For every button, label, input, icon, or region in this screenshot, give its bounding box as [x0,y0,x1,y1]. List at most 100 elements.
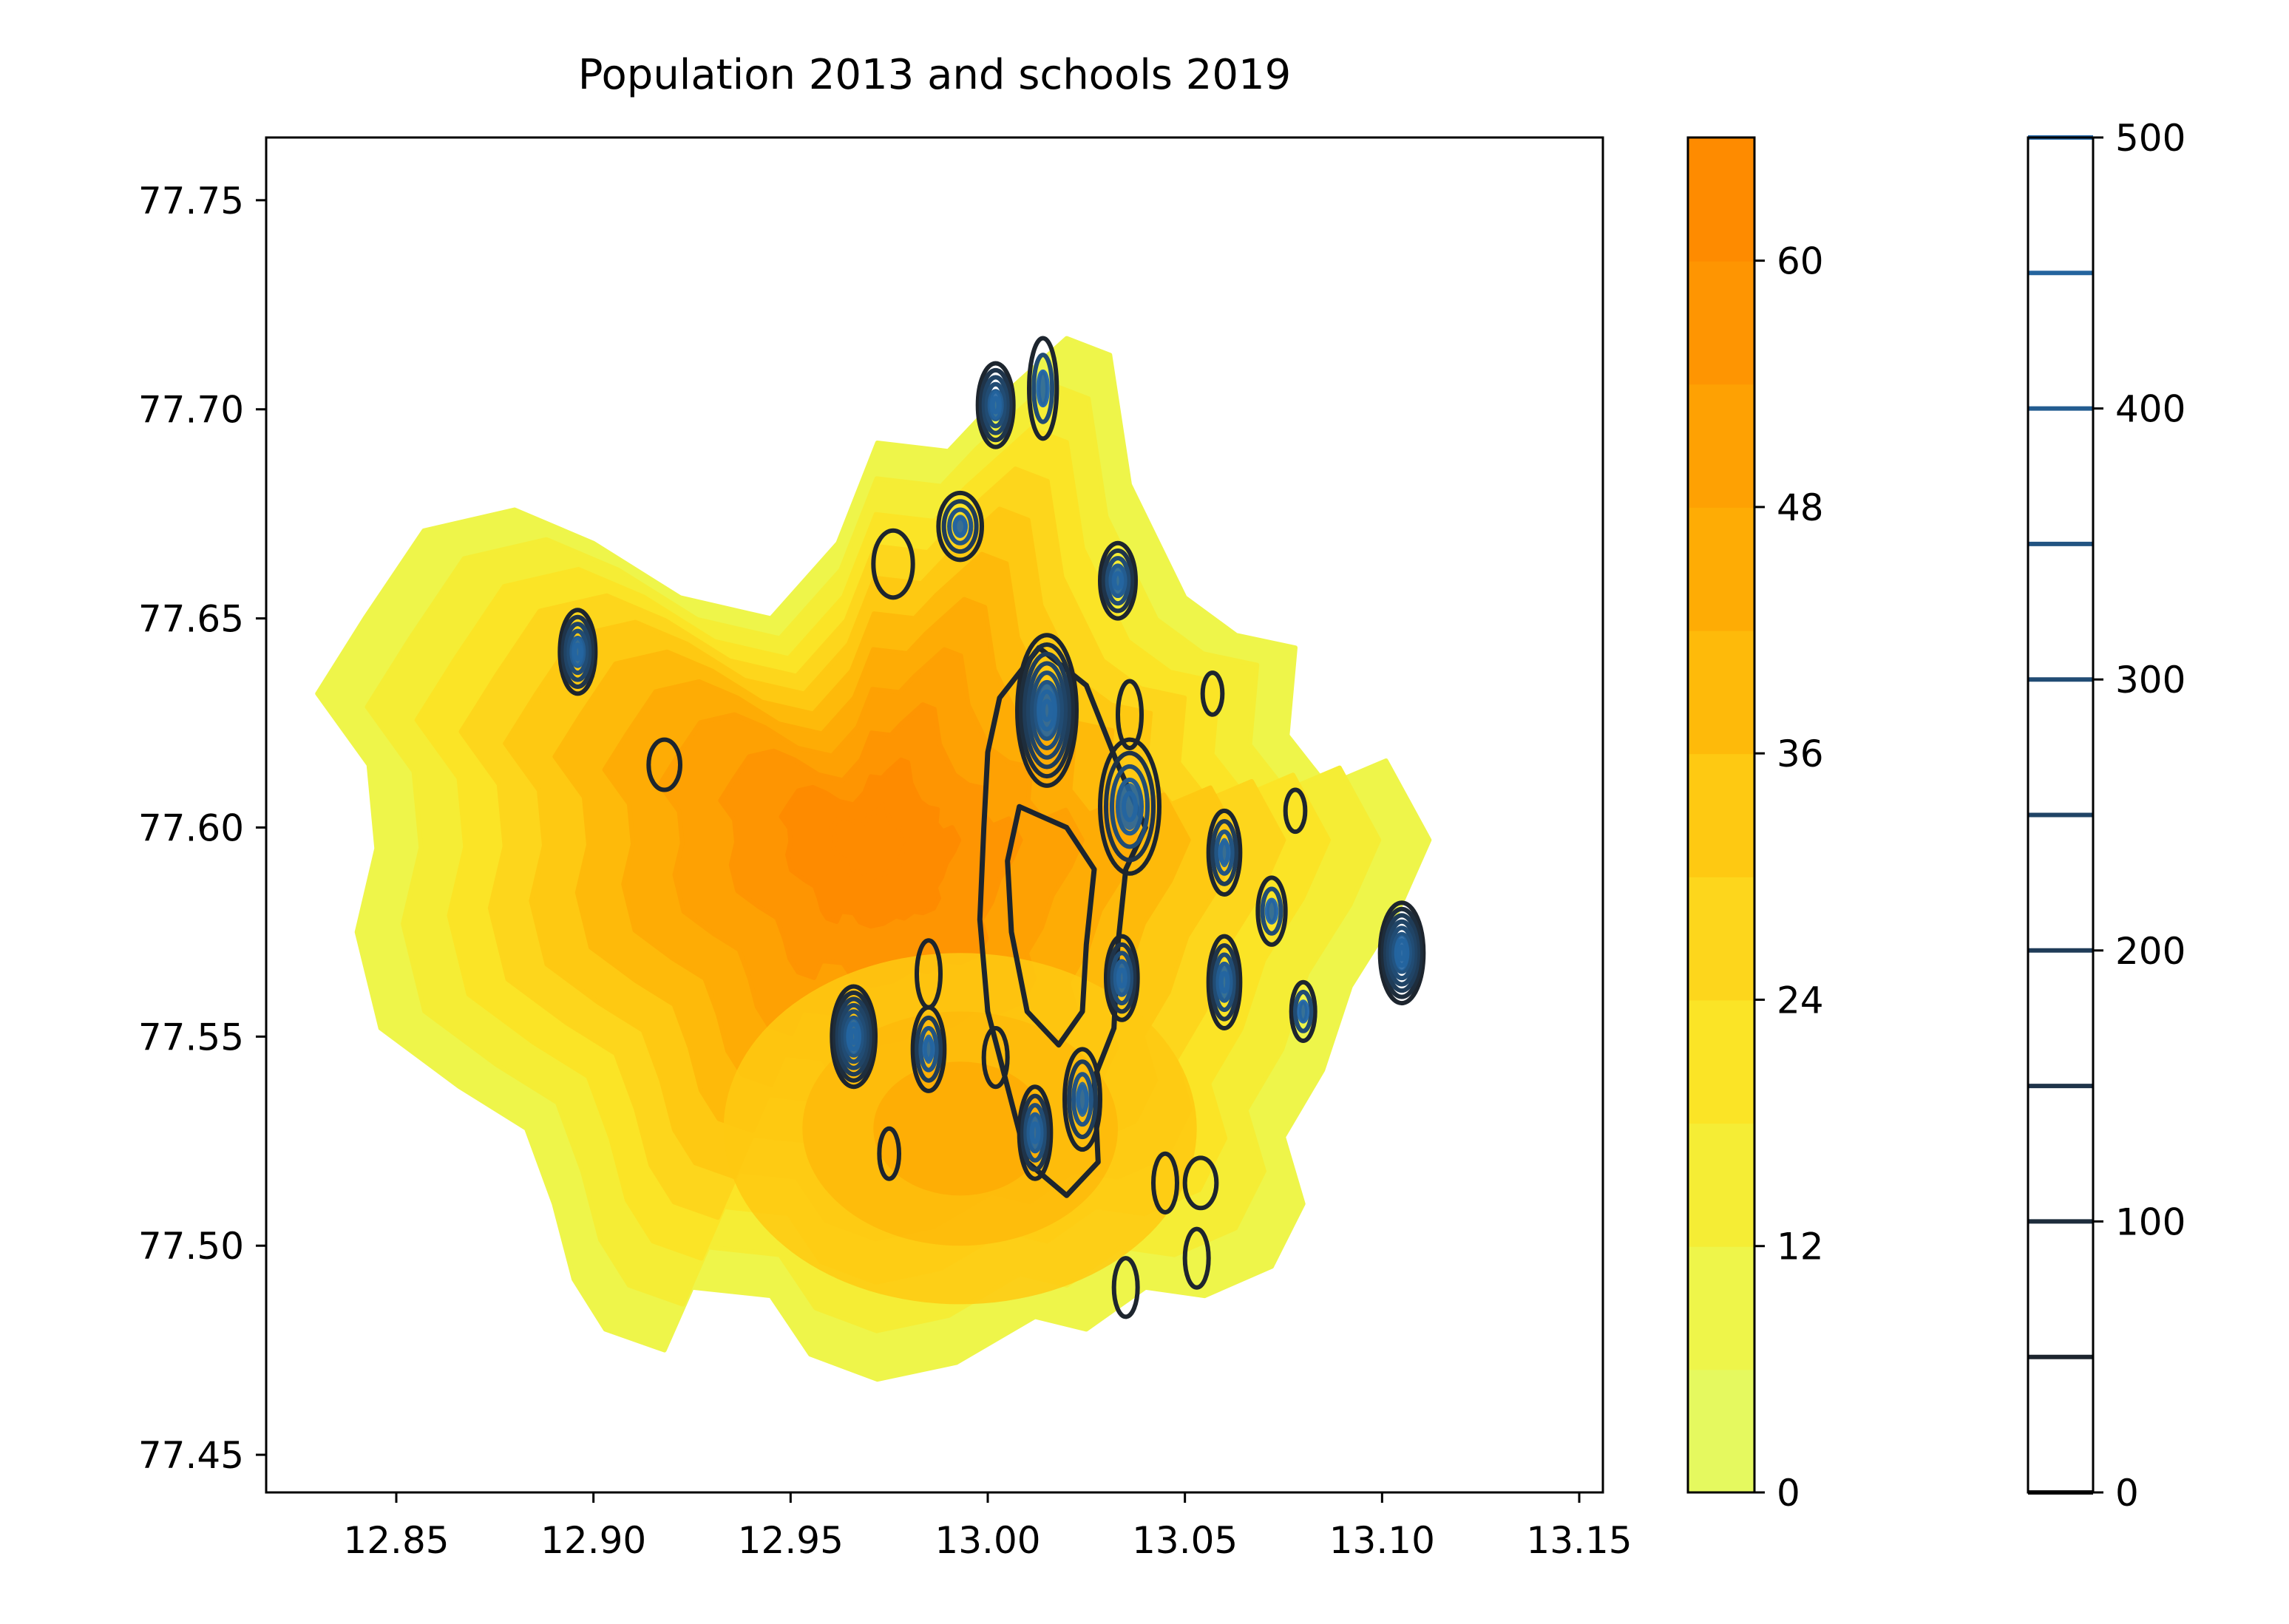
school-contour [1108,563,1127,599]
school-contour [936,490,984,563]
school-contour [1209,943,1240,1022]
school-contour [1111,1256,1140,1319]
schools-colorbar: 0 100 200 300 400 500 [2027,117,2185,1515]
school-contour [832,990,875,1083]
school-contour [1031,353,1055,424]
y-tick-label: 77.55 [138,1016,244,1059]
colorbar-tick-label: 24 [1777,979,1824,1022]
colorbar-tick-label: 200 [2115,930,2185,973]
school-contour [984,381,1007,429]
school-contour [1110,764,1150,849]
school-contour [1383,913,1420,993]
school-contour [1027,336,1059,441]
school-contour [947,507,974,546]
school-contour [1015,633,1079,788]
school-hotspot [1299,1001,1308,1022]
school-contour [1098,540,1138,621]
colorbar-band [1688,630,1754,755]
colorbar-band [1688,1246,1754,1370]
school-contour [1023,651,1071,769]
school-contour [1388,925,1415,981]
population-colorbar: 0 12 24 36 48 60 [1686,136,1824,1515]
colorbar-tick-label: 12 [1777,1226,1824,1268]
x-tick-label: 13.10 [1329,1519,1435,1562]
colorbar-frame [1686,136,1756,1494]
school-contour [1062,1047,1102,1152]
school-contour [841,1009,867,1064]
school-contour [1213,952,1236,1013]
colorbar-band [1688,753,1754,877]
plot-area [315,336,1432,1382]
population-density-layer [315,336,1432,1382]
colorbar-tick-label: 400 [2115,388,2185,431]
school-hotspot [1038,370,1048,407]
school-hotspot [923,1034,935,1064]
school-contour [1005,803,1097,1048]
y-tick-label: 77.65 [138,598,244,641]
school-contour [1104,750,1156,863]
school-contour [843,1015,864,1058]
y-tick-label: 77.70 [138,389,244,432]
school-contour [1017,1084,1054,1181]
school-hotspot [1394,935,1410,971]
y-tick-label: 77.75 [138,180,244,222]
school-hotspot [1029,1116,1041,1149]
colorbar-band [1688,999,1754,1124]
school-contour [1116,777,1144,836]
chart-title: Population 2013 and schools 2019 [578,51,1292,99]
school-hotspot [1218,838,1230,868]
school-contour [566,628,589,676]
school-hotspot [1218,966,1230,999]
school-contour [915,1015,943,1083]
school-contour [1283,787,1308,835]
colorbar-band [1688,876,1754,1001]
school-contour [1206,808,1243,897]
school-hotspot [846,1019,861,1055]
school-contour [557,608,598,696]
school-hotspot [571,637,584,667]
school-contour [830,984,878,1090]
y-tick-label: 77.60 [138,806,244,849]
school-contour [1026,661,1068,760]
school-contour [1034,679,1060,741]
school-contour [941,499,979,554]
school-contour [1030,670,1064,750]
x-axis: 12.85 12.90 12.95 13.00 13.05 13.10 13.15 [343,1492,1632,1562]
population-density-band [828,802,911,880]
colorbar-tick-label: 0 [2115,1472,2139,1515]
school-contour [1071,1072,1093,1127]
x-tick-label: 13.00 [935,1519,1040,1562]
school-contour [560,614,595,690]
school-contour [835,996,872,1077]
school-contour [1206,934,1243,1031]
school-contour [1113,959,1130,997]
colorbar-band [1688,384,1754,508]
population-density-band [873,1061,1047,1196]
school-hotspot [1266,899,1277,923]
school-hotspot [1111,567,1125,594]
colorbar-tick-label: 36 [1777,733,1824,775]
school-contour [1182,1155,1219,1211]
school-contour [1260,886,1283,936]
school-hotspot [1116,963,1127,993]
y-tick-label: 77.50 [138,1225,244,1268]
school-contour [1289,979,1318,1044]
colorbar-band [1688,506,1754,631]
school-contour [1293,989,1314,1033]
school-contour [981,1026,1010,1090]
colorbar-band [1688,1369,1754,1493]
school-contour [1101,548,1135,614]
school-contour [1151,1151,1179,1214]
colorbar-band [1688,1123,1754,1247]
schools-contour-layer [557,336,1426,1319]
school-contour [563,622,592,682]
school-contour [978,367,1013,443]
school-hotspot [1119,783,1140,830]
x-tick-label: 12.85 [343,1519,449,1562]
colorbar-tick-label: 0 [1777,1472,1800,1515]
school-contour [871,528,915,600]
colorbar-frame [2027,136,2095,1494]
school-contour [1098,737,1162,876]
school-contour [1200,670,1225,717]
